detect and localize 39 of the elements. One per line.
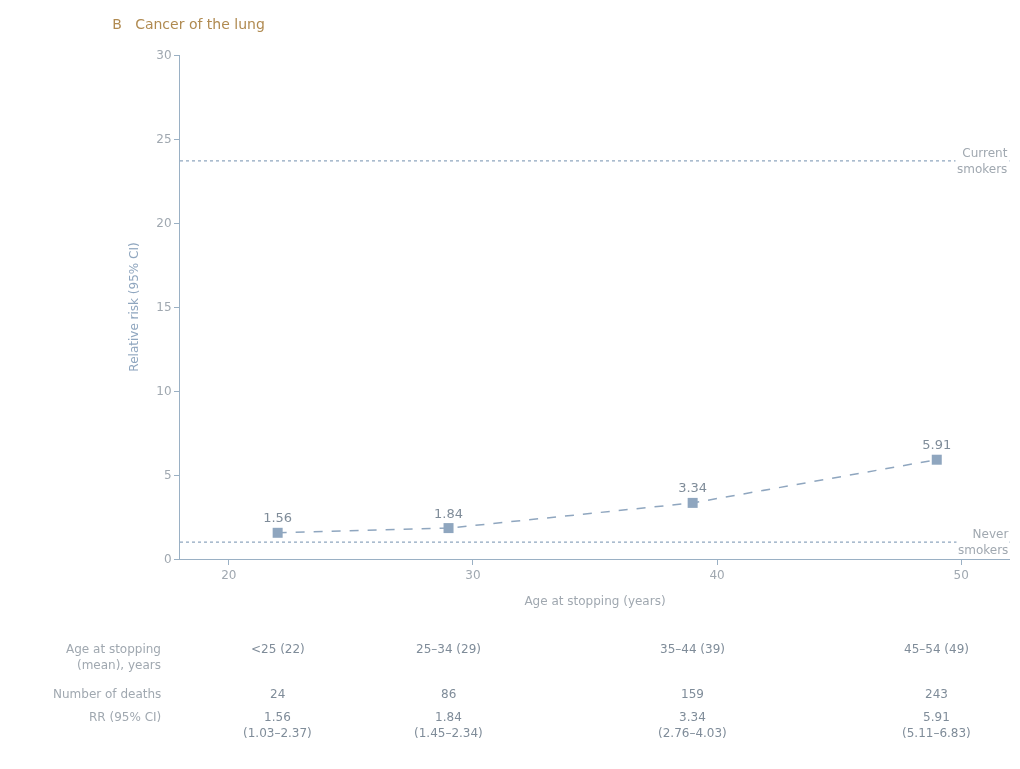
y-axis-title: Relative risk (95% CI) [126, 242, 141, 372]
x-axis-title: Age at stopping (years) [524, 594, 666, 609]
data-label: 1.84 [434, 505, 464, 521]
text: 1.84 (1.45–2.34) [414, 710, 483, 740]
point [443, 523, 454, 534]
y-tick-label: 30 [156, 48, 172, 63]
chart-title: B Cancer of the lung [112, 16, 265, 33]
data-label: 3.34 [678, 480, 708, 496]
y-tick-label: 10 [156, 384, 172, 399]
text: Number of deaths [53, 687, 162, 701]
ref-line-label: Current smokers [957, 146, 1008, 176]
text: 3.34 (2.76–4.03) [658, 710, 727, 740]
x-tick-label: 40 [709, 568, 725, 583]
text: 86 [441, 687, 457, 701]
y-tick-label: 25 [156, 132, 172, 147]
ref-line-label: Never smokers [958, 527, 1009, 557]
text: 25–34 (29) [416, 642, 481, 656]
text: 45–54 (49) [904, 642, 969, 656]
text: <25 (22) [251, 642, 305, 656]
x-tick-label: 50 [953, 568, 969, 583]
x-tick-label: 20 [221, 568, 237, 583]
x-tick-label: 30 [465, 568, 481, 583]
text: Age at stopping (mean), years [66, 642, 161, 672]
data-label: 5.91 [922, 437, 952, 453]
y-tick-label: 5 [163, 468, 172, 483]
point [272, 527, 283, 538]
point [931, 454, 942, 465]
text: 243 [925, 687, 948, 701]
point [687, 497, 698, 508]
text: 159 [681, 687, 704, 701]
text: 5.91 (5.11–6.83) [902, 710, 971, 740]
text: 35–44 (39) [660, 642, 725, 656]
text: 24 [270, 687, 286, 701]
y-tick-label: 0 [163, 552, 172, 567]
y-tick-label: 15 [156, 300, 172, 315]
data-label: 1.56 [263, 510, 293, 526]
text: RR (95% CI) [89, 710, 162, 724]
y-tick-label: 20 [156, 216, 172, 231]
text: 1.56 (1.03–2.37) [243, 710, 312, 740]
